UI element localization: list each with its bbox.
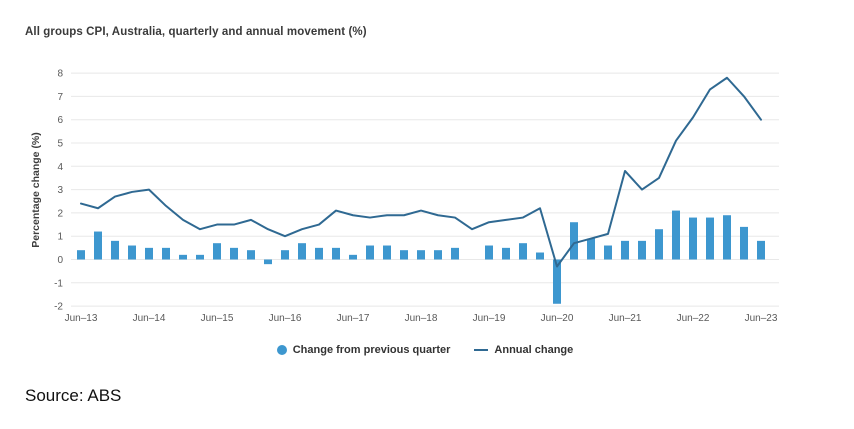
bar-Jun-21[interactable] [621,240,629,260]
x-tick-label: Jun–22 [677,313,710,324]
x-tick-label: Jun–21 [609,313,642,324]
bar-Mar-15[interactable] [196,254,204,260]
x-tick-label: Jun–18 [405,313,438,324]
bar-Jun-14[interactable] [145,247,153,260]
x-tick-label: Jun–14 [133,313,166,324]
bar-Dec-18[interactable] [451,247,459,260]
bar-Sep-16[interactable] [298,243,306,260]
bar-Dec-19[interactable] [519,243,527,260]
annual-change-line[interactable] [80,76,762,268]
y-tick-label: 0 [57,255,63,266]
source-note: Source: ABS [25,386,122,405]
bar-Dec-22[interactable] [723,215,731,260]
bar-Mar-22[interactable] [672,210,680,260]
y-tick-label: 5 [57,139,63,150]
y-tick-label: 2 [57,208,63,219]
bar-Sep-13[interactable] [94,231,102,260]
legend-dot-icon [276,345,287,355]
bar-Mar-16[interactable] [264,259,272,265]
bar-Sep-17[interactable] [366,245,374,260]
bar-Jun-22[interactable] [689,217,697,260]
bar-Jun-17[interactable] [349,254,357,260]
y-tick-label: 4 [57,162,63,173]
bar-Dec-21[interactable] [655,229,663,260]
bar-Sep-18[interactable] [434,250,442,260]
y-tick-label: -1 [54,278,63,289]
y-axis-title: Percentage change (%) [30,132,42,248]
x-tick-label: Jun–20 [541,313,574,324]
bar-Jun-23[interactable] [757,240,765,260]
x-tick-label: Jun–15 [201,313,234,324]
y-tick-label: 7 [57,92,63,103]
bar-Sep-21[interactable] [638,240,646,260]
bar-Mar-18[interactable] [400,250,408,260]
bar-Mar-20[interactable] [536,252,544,260]
bar-Mar-23[interactable] [740,226,748,260]
bar-Dec-16[interactable] [315,247,323,260]
x-tick-label: Jun–23 [745,313,778,324]
bar-Dec-14[interactable] [179,254,187,260]
bar-Jun-18[interactable] [417,250,425,260]
bar-Sep-22[interactable] [706,217,714,260]
cpi-combo-chart: -2 -1 0 1 2 3 4 5 6 7 8 Percentage change (%) Jun–13… [30,69,779,324]
bar-Mar-21[interactable] [604,245,612,260]
legend-line-icon [474,349,489,351]
y-tick-label: -2 [54,302,63,313]
legend-item-annual: Annual change [474,344,573,356]
x-tick-label: Jun–19 [473,313,506,324]
bar-Dec-15[interactable] [247,250,255,260]
chart-title: All groups CPI, Australia, quarterly and… [25,26,367,38]
y-tick-label: 1 [57,232,63,243]
legend-label-annual: Annual change [494,344,574,356]
bar-Dec-13[interactable] [111,240,119,260]
legend-item-quarterly: Change from previous quarter [276,344,451,356]
y-tick-label: 3 [57,185,63,196]
bar-Sep-19[interactable] [502,247,510,260]
bar-Jun-16[interactable] [281,250,289,260]
bar-Mar-17[interactable] [332,247,340,260]
bar-Jun-13[interactable] [77,250,85,260]
y-tick-label: 6 [57,115,63,126]
bar-Dec-17[interactable] [383,245,391,260]
bar-Jun-15[interactable] [213,243,221,260]
x-tick-label: Jun–17 [337,313,370,324]
bar-Sep-15[interactable] [230,247,238,260]
legend-label-quarterly: Change from previous quarter [292,344,451,356]
y-tick-label: 8 [57,69,63,80]
bar-Dec-20[interactable] [587,238,595,260]
bar-Jun-20[interactable] [553,259,561,304]
bar-Jun-19[interactable] [485,245,493,260]
bar-Sep-14[interactable] [162,247,170,260]
chart-legend: Change from previous quarter Annual chan… [71,344,779,356]
x-tick-label: Jun–16 [269,313,302,324]
bar-Mar-14[interactable] [128,245,136,260]
bar-Sep-20[interactable] [570,222,578,260]
x-tick-label: Jun–13 [65,313,98,324]
